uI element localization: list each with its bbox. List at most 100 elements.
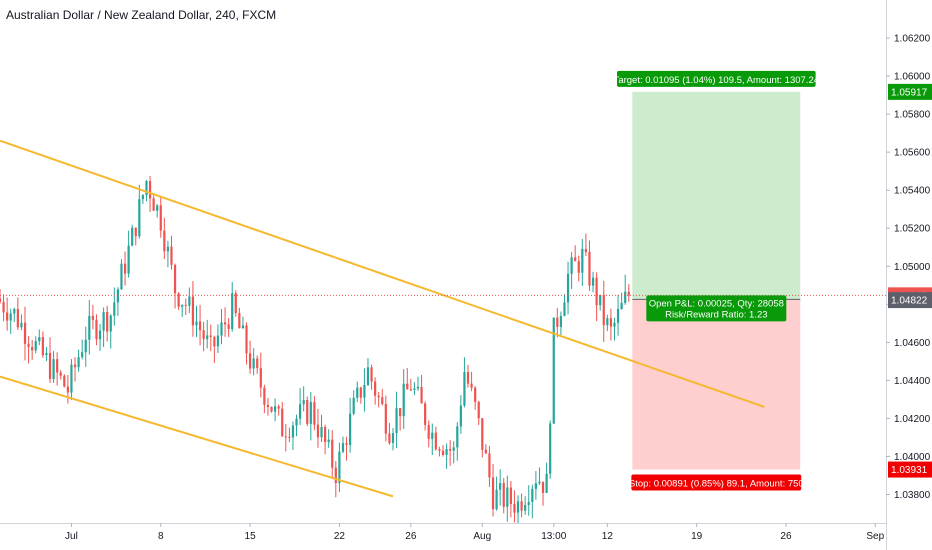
- candle: [63, 375, 66, 387]
- candle: [41, 337, 44, 356]
- candle: [245, 325, 248, 354]
- candle: [449, 448, 452, 451]
- y-tick-label: 1.05000: [894, 262, 931, 273]
- target-zone[interactable]: [632, 91, 801, 300]
- candle: [48, 353, 52, 379]
- candle: [202, 330, 205, 340]
- candle: [341, 443, 345, 452]
- candle: [338, 451, 341, 484]
- candle: [377, 395, 380, 398]
- candle: [298, 404, 302, 419]
- chart-title: Australian Dollar / New Zealand Dollar, …: [6, 8, 277, 22]
- candle: [616, 309, 620, 323]
- candle: [166, 246, 170, 252]
- y-tick-label: 1.05200: [894, 224, 931, 235]
- candle: [195, 321, 198, 326]
- candle: [409, 389, 412, 391]
- y-tick-label: 1.05600: [894, 148, 931, 159]
- y-tick-label: 1.04400: [894, 376, 931, 387]
- candle: [188, 296, 191, 306]
- candle: [184, 304, 187, 306]
- candle: [552, 317, 555, 424]
- candle: [459, 405, 462, 427]
- candle: [56, 359, 59, 373]
- candle: [531, 488, 534, 502]
- candle: [148, 181, 152, 199]
- candle: [138, 199, 141, 237]
- candle: [52, 359, 55, 379]
- candle: [556, 317, 559, 327]
- candle: [527, 501, 530, 506]
- candle: [223, 322, 227, 325]
- candle: [352, 397, 355, 414]
- y-tick-label: 1.06000: [894, 72, 931, 83]
- stop-zone[interactable]: [632, 299, 801, 470]
- overlay: Target: 0.01095 (1.04%) 109.5, Amount: 1…: [0, 70, 886, 491]
- candle: [441, 450, 445, 455]
- candle: [9, 313, 12, 321]
- x-tick-label: 15: [245, 531, 257, 542]
- trendline[interactable]: [0, 375, 394, 498]
- candle: [213, 336, 216, 347]
- candle: [481, 418, 484, 450]
- candle: [388, 433, 391, 444]
- candle: [420, 386, 423, 404]
- candle: [220, 322, 223, 336]
- candle: [620, 302, 623, 310]
- candle: [356, 387, 359, 398]
- candle: [323, 426, 327, 443]
- candle: [374, 381, 377, 396]
- candle: [234, 293, 237, 314]
- candle: [309, 402, 312, 424]
- candle: [541, 481, 545, 493]
- candle: [209, 335, 212, 337]
- candle: [320, 426, 323, 438]
- y-tick-label: 1.06200: [894, 34, 931, 45]
- candle: [131, 227, 134, 246]
- candle: [413, 388, 416, 390]
- candle: [291, 425, 295, 438]
- candle: [266, 404, 270, 407]
- candle: [366, 367, 370, 386]
- candle: [306, 400, 309, 424]
- x-tick-label: 19: [691, 531, 703, 542]
- target-price-flag: 1.05917: [888, 83, 932, 100]
- candle: [13, 309, 16, 314]
- trendlines[interactable]: [0, 139, 765, 498]
- candle: [277, 406, 280, 409]
- target-label-bg: [617, 70, 816, 87]
- y-tick-label: 1.04000: [894, 452, 931, 463]
- candle: [456, 426, 459, 448]
- candle: [70, 364, 73, 393]
- candle: [59, 372, 62, 376]
- candle: [609, 318, 613, 327]
- candles: [0, 175, 630, 524]
- candle: [434, 432, 437, 450]
- candle: [627, 291, 630, 296]
- candle: [588, 252, 591, 286]
- candle: [98, 330, 102, 340]
- trendline[interactable]: [0, 139, 765, 408]
- candle: [363, 385, 366, 398]
- stop-label-bg: [631, 474, 802, 491]
- candle: [488, 453, 491, 478]
- candle: [384, 403, 387, 434]
- x-tick-label: Sep: [866, 531, 884, 542]
- candle: [159, 205, 162, 231]
- candle: [302, 400, 305, 405]
- candle: [231, 293, 234, 330]
- candle: [559, 315, 563, 327]
- candle: [127, 245, 130, 274]
- candle: [38, 337, 41, 342]
- candle: [170, 246, 173, 265]
- candle: [331, 439, 334, 468]
- candle: [6, 312, 9, 321]
- entry-price-flag-bg: [888, 292, 932, 309]
- candle: [134, 227, 137, 237]
- x-tick-label: 22: [334, 531, 346, 542]
- candle: [538, 481, 541, 484]
- candle: [252, 358, 255, 369]
- candle: [577, 261, 580, 273]
- candle: [399, 408, 402, 417]
